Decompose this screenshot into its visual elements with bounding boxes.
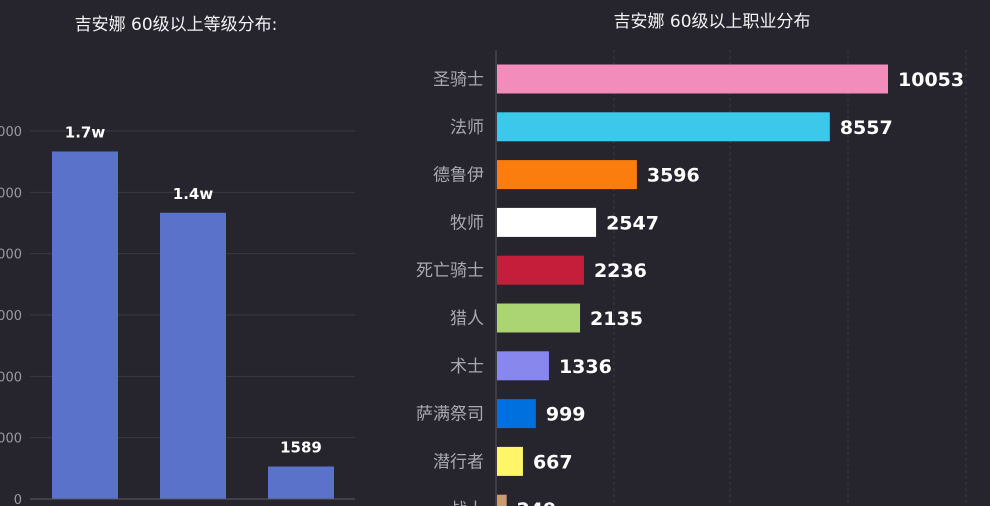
right-bars <box>497 64 888 506</box>
right-bar <box>497 112 830 142</box>
right-value-label: 2135 <box>590 308 643 330</box>
right-category-label: 德鲁伊 <box>433 166 484 186</box>
left-bar <box>160 212 226 499</box>
right-value-label: 249 <box>517 499 557 506</box>
right-bar <box>497 494 507 506</box>
left-data-labels: 1.7w 1.4w 1589 <box>65 123 322 456</box>
class-distribution-chart: 吉安娜 60级以上职业分布 圣骑士法师德鲁伊牧师死亡骑士猎人术士萨满祭司潜行者战… <box>416 12 967 506</box>
right-category-label: 牧师 <box>450 213 484 233</box>
right-value-label: 2547 <box>606 212 659 234</box>
right-bar <box>497 255 584 285</box>
right-bar <box>497 351 549 381</box>
left-bar <box>268 466 334 499</box>
left-y-tick-label: 000 <box>0 370 22 385</box>
right-bar <box>497 446 523 476</box>
left-y-tick-label: 000 <box>0 186 22 201</box>
right-value-label: 1336 <box>559 356 612 378</box>
right-value-labels: 10053 8557 3596 2547 2236 2135 1336 999 667 249 <box>517 69 964 506</box>
right-category-label: 圣骑士 <box>433 70 484 90</box>
right-category-label: 死亡骑士 <box>416 261 484 281</box>
left-y-tick-label: 000 <box>0 432 22 447</box>
right-bar <box>497 399 536 429</box>
right-value-label: 2236 <box>594 260 647 282</box>
left-bar-data-label: 1.7w <box>65 123 106 141</box>
right-value-label: 667 <box>533 451 573 473</box>
left-y-tick-label: 000 <box>0 248 22 263</box>
right-value-label: 8557 <box>840 117 893 139</box>
right-category-label: 术士 <box>450 357 484 377</box>
left-bar <box>52 151 118 499</box>
right-category-label: 潜行者 <box>433 452 484 472</box>
right-value-label: 10053 <box>898 69 964 91</box>
right-category-label: 猎人 <box>450 309 484 329</box>
left-bars <box>52 151 334 499</box>
left-bar-data-label: 1589 <box>280 439 322 457</box>
right-bar <box>497 160 637 190</box>
left-y-tick-label: 000 <box>0 309 22 324</box>
right-category-labels: 圣骑士法师德鲁伊牧师死亡骑士猎人术士萨满祭司潜行者战士 <box>416 70 484 506</box>
right-category-label: 战士 <box>450 500 484 506</box>
left-y-tick-label: 0 <box>14 493 22 506</box>
left-bar-data-label: 1.4w <box>173 185 214 203</box>
right-bar <box>497 207 597 237</box>
right-value-label: 3596 <box>647 165 700 187</box>
left-chart-title: 吉安娜 60级以上等级分布: <box>75 15 278 35</box>
right-value-label: 999 <box>546 404 586 426</box>
right-chart-title: 吉安娜 60级以上职业分布 <box>613 12 810 32</box>
right-category-label: 萨满祭司 <box>416 405 484 425</box>
right-bar <box>497 303 581 333</box>
right-category-label: 法师 <box>450 118 484 138</box>
right-gridlines <box>613 50 967 506</box>
left-y-tick-label: 000 <box>0 125 22 140</box>
right-bar <box>497 64 888 94</box>
